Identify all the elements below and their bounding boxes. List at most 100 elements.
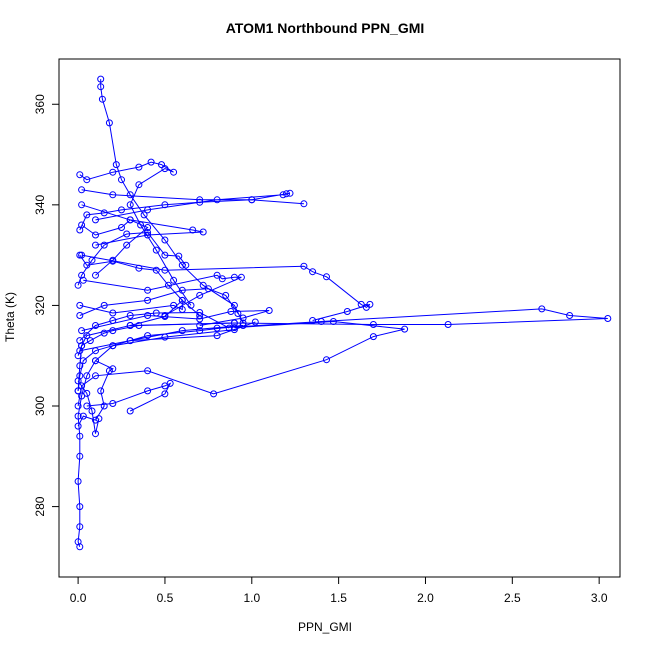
data-point [161, 201, 169, 209]
data-point [144, 296, 152, 304]
data-point [329, 318, 337, 325]
series-4 [97, 75, 247, 327]
data-point [83, 176, 91, 184]
data-point [109, 400, 117, 407]
data-point [97, 387, 105, 395]
data-point [97, 75, 105, 83]
data-point [170, 301, 178, 309]
data-point [213, 271, 221, 279]
data-point [126, 201, 134, 209]
data-point [78, 186, 86, 194]
data-point [538, 305, 546, 313]
series-8 [78, 251, 374, 324]
data-point [199, 281, 207, 289]
data-point [164, 281, 172, 289]
data-point [369, 321, 377, 328]
data-point [218, 275, 226, 283]
series-layer [74, 75, 612, 551]
data-point [83, 389, 91, 397]
data-point [144, 332, 152, 340]
data-point [309, 268, 317, 276]
data-point [109, 317, 117, 324]
data-point [78, 327, 86, 335]
data-point [76, 312, 84, 319]
data-point [83, 332, 91, 340]
y-tick-label: 300 [33, 396, 47, 416]
series-15 [78, 216, 152, 279]
data-point [369, 333, 377, 341]
data-point [74, 477, 82, 485]
data-point [92, 271, 99, 279]
data-point [196, 309, 204, 316]
series-line [81, 310, 270, 332]
data-point [286, 189, 294, 197]
series-5 [76, 158, 195, 309]
series-13 [74, 357, 117, 430]
data-point [126, 312, 134, 319]
data-point [230, 324, 238, 332]
data-point [76, 543, 84, 551]
data-point [144, 224, 152, 231]
data-point [100, 209, 108, 217]
data-point [76, 301, 84, 309]
y-tick-label: 320 [33, 295, 47, 315]
data-point [98, 95, 106, 103]
data-point [158, 161, 165, 169]
y-tick-label: 360 [33, 94, 47, 114]
data-point [109, 327, 117, 335]
data-point [95, 415, 103, 423]
series-line [100, 79, 244, 324]
series-line [81, 254, 371, 321]
data-point [76, 432, 84, 440]
data-point [144, 312, 152, 319]
data-point [222, 291, 230, 299]
data-point [92, 372, 99, 380]
x-tick-label: 0.0 [70, 591, 87, 605]
series-21 [74, 319, 238, 360]
data-point [135, 264, 143, 272]
data-point [92, 430, 99, 438]
data-point [100, 329, 108, 337]
series-14 [74, 377, 103, 438]
series-line [77, 320, 405, 407]
data-point [83, 402, 91, 410]
data-point [152, 246, 160, 254]
data-point [118, 176, 125, 184]
data-point [230, 273, 238, 281]
data-point [204, 285, 212, 293]
data-point [161, 390, 169, 398]
series-line [83, 274, 242, 316]
data-point [178, 286, 186, 294]
data-point [76, 523, 84, 531]
data-point [78, 201, 86, 209]
data-point [144, 387, 152, 395]
data-point [88, 407, 96, 415]
data-point [175, 252, 183, 260]
data-point [118, 224, 125, 231]
series-line [81, 219, 149, 276]
data-point [189, 226, 197, 234]
data-point [196, 291, 204, 299]
data-point [182, 261, 190, 269]
data-point [566, 312, 574, 319]
series-11 [78, 307, 273, 335]
data-point [126, 216, 134, 224]
data-point [86, 337, 94, 345]
plot-frame [58, 58, 621, 578]
data-point [213, 332, 221, 340]
data-point [357, 300, 365, 308]
data-point [343, 308, 351, 315]
data-point [144, 367, 152, 375]
x-tick-label: 0.5 [157, 591, 174, 605]
series-line [81, 189, 291, 221]
x-tick-label: 1.5 [330, 591, 347, 605]
data-point [230, 319, 238, 327]
series-17 [76, 196, 308, 234]
data-point [79, 412, 87, 420]
series-19 [76, 285, 242, 319]
data-point [123, 241, 131, 249]
data-point [309, 317, 317, 324]
data-point [76, 226, 84, 234]
data-point [78, 342, 86, 350]
